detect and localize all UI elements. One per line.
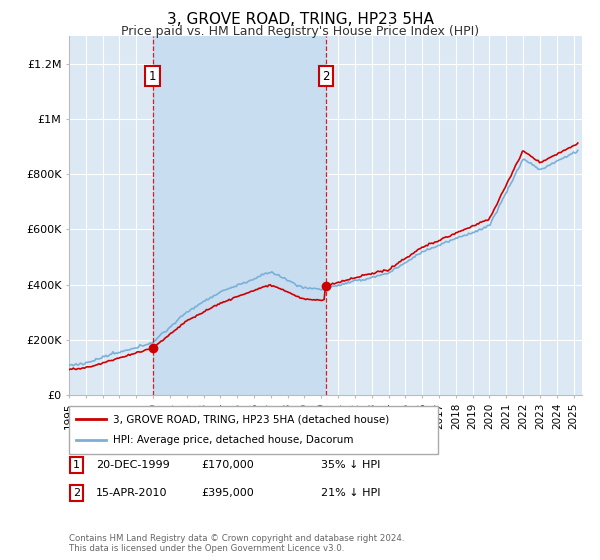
Text: 15-APR-2010: 15-APR-2010 <box>96 488 167 498</box>
Text: 1: 1 <box>149 70 157 83</box>
Text: 21% ↓ HPI: 21% ↓ HPI <box>321 488 380 498</box>
Text: Contains HM Land Registry data © Crown copyright and database right 2024.
This d: Contains HM Land Registry data © Crown c… <box>69 534 404 553</box>
Text: 3, GROVE ROAD, TRING, HP23 5HA: 3, GROVE ROAD, TRING, HP23 5HA <box>167 12 433 27</box>
Text: £395,000: £395,000 <box>201 488 254 498</box>
Text: 1: 1 <box>73 460 80 470</box>
Text: 2: 2 <box>73 488 80 498</box>
Text: 2: 2 <box>322 70 330 83</box>
Text: HPI: Average price, detached house, Dacorum: HPI: Average price, detached house, Daco… <box>113 435 354 445</box>
Text: 35% ↓ HPI: 35% ↓ HPI <box>321 460 380 470</box>
Text: £170,000: £170,000 <box>201 460 254 470</box>
Bar <box>152 36 326 395</box>
Text: 20-DEC-1999: 20-DEC-1999 <box>96 460 170 470</box>
Text: Price paid vs. HM Land Registry's House Price Index (HPI): Price paid vs. HM Land Registry's House … <box>121 25 479 38</box>
FancyBboxPatch shape <box>69 406 439 454</box>
Text: 3, GROVE ROAD, TRING, HP23 5HA (detached house): 3, GROVE ROAD, TRING, HP23 5HA (detached… <box>113 414 389 424</box>
